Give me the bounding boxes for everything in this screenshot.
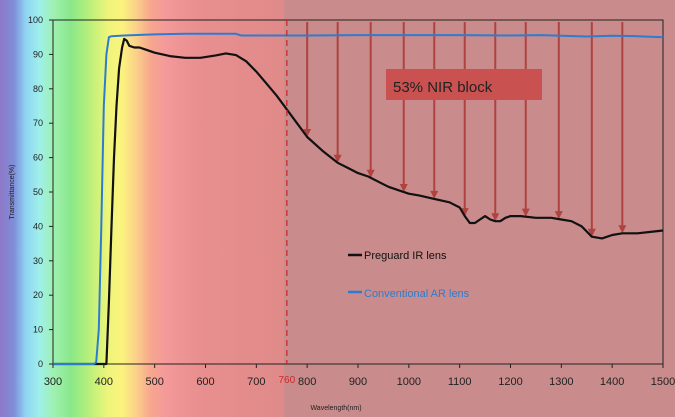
nir-arrows	[303, 22, 627, 237]
y-tick-label: 70	[33, 118, 43, 128]
x-tick-label: 1200	[498, 376, 522, 388]
x-tick-label: 1300	[549, 376, 573, 388]
x-tick-label: 600	[196, 376, 214, 388]
x-tick-label: 1000	[397, 376, 421, 388]
nir-arrow-head	[366, 169, 375, 178]
y-tick-label: 80	[33, 84, 43, 94]
y-tick-label: 50	[33, 187, 43, 197]
nir-arrow-head	[618, 225, 627, 234]
nir-arrow-head	[333, 154, 342, 163]
nir-arrow-head	[554, 211, 563, 220]
y-axis-label: Transmittance(%)	[9, 165, 16, 220]
series-line-conventional	[53, 32, 664, 365]
x-tick-label: 800	[298, 376, 316, 388]
y-tick-label: 10	[33, 325, 43, 335]
legend: Preguard IR lens Conventional AR lens	[348, 250, 470, 300]
x-tick-label: 700	[247, 376, 265, 388]
x-tick-label: 1500	[651, 376, 675, 388]
annotation-box	[386, 69, 542, 100]
x-tick-label: 900	[349, 376, 367, 388]
nir-arrow-head	[521, 208, 530, 217]
y-tick-label: 40	[33, 221, 43, 231]
x-tick-label: 300	[44, 376, 62, 388]
nir-arrow-head	[399, 184, 408, 192]
x-tick-label: 500	[145, 376, 163, 388]
y-tick-label: 100	[28, 15, 43, 25]
x-axis-ticks: 300 400 500 600 700 800 900 1000 1100 1200 1300 140…	[44, 364, 675, 388]
y-tick-label: 90	[33, 49, 43, 59]
legend-label-preguard: Preguard IR lens	[364, 250, 447, 262]
y-tick-label: 0	[38, 359, 43, 369]
nir-arrow-head	[430, 190, 439, 199]
spectrum-background	[0, 0, 284, 417]
nir-region-background	[284, 0, 675, 417]
y-axis-ticks: 0 10 20 30 40 50 60 70 80 90 100	[28, 15, 53, 369]
y-tick-label: 30	[33, 256, 43, 266]
x-axis-label: Wavelength(nm)	[310, 405, 361, 412]
nir-arrow-head	[460, 208, 469, 217]
x-tick-label: 1100	[448, 376, 472, 388]
nir-arrow-head	[491, 213, 500, 222]
x-tick-label: 1400	[600, 376, 624, 388]
annotation-text: 53% NIR block	[393, 79, 493, 96]
y-tick-label: 60	[33, 153, 43, 163]
y-tick-label: 20	[33, 290, 43, 300]
x-tick-label: 400	[95, 376, 113, 388]
marker-label: 760	[278, 375, 295, 386]
series-lines	[53, 32, 664, 366]
nir-arrow-head	[303, 128, 312, 137]
legend-label-conventional: Conventional AR lens	[364, 288, 470, 300]
wavelength-marker: 760	[278, 20, 296, 386]
series-line-preguard	[53, 37, 664, 366]
nir-arrow-head	[587, 228, 596, 237]
